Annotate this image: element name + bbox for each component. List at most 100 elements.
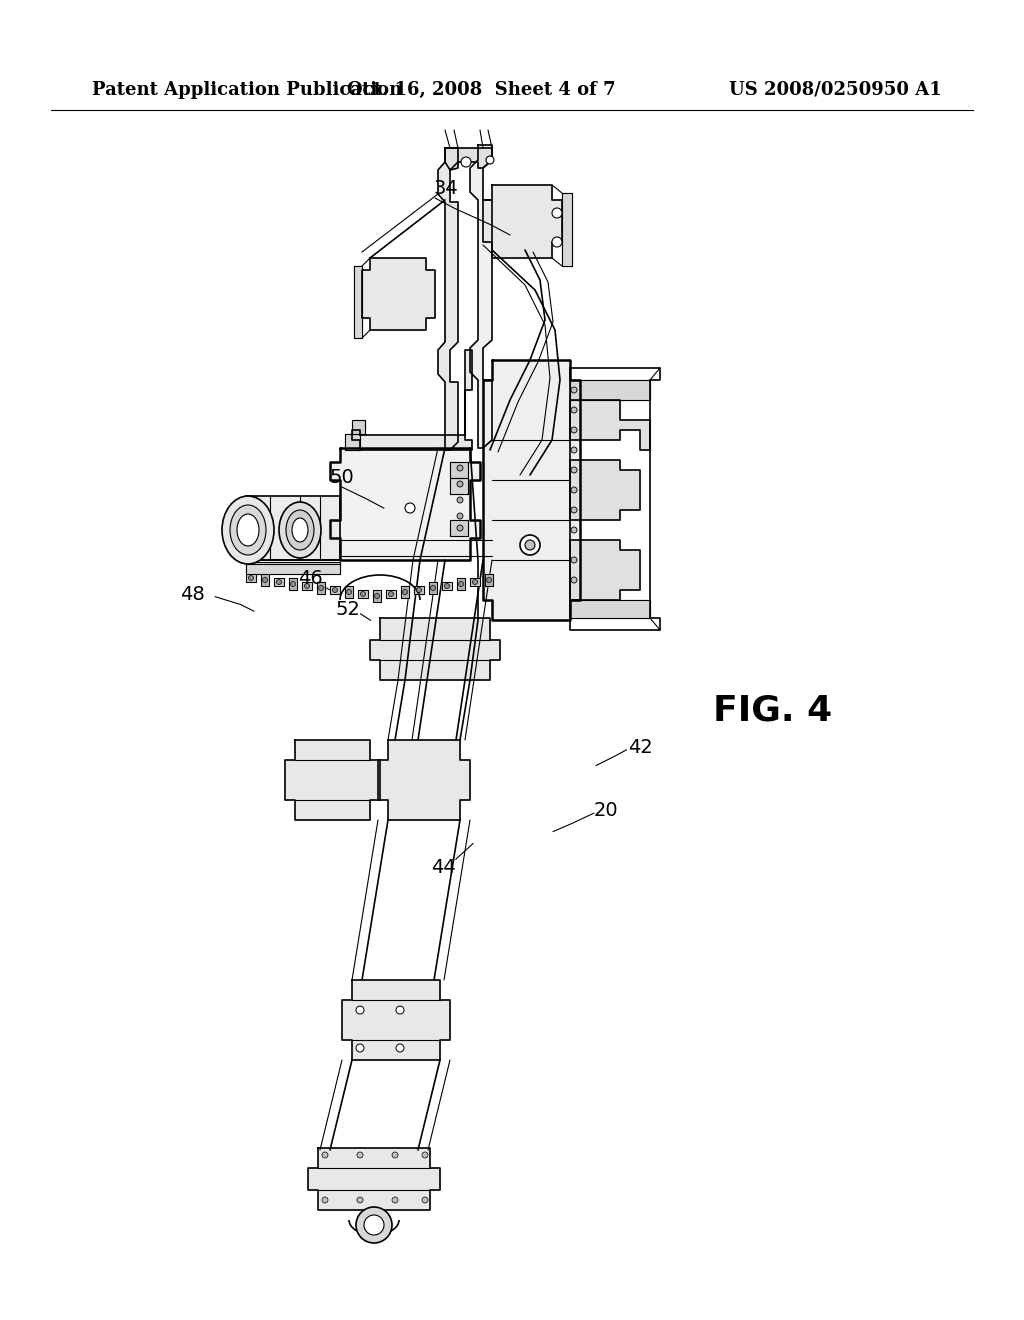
Circle shape	[571, 507, 577, 513]
Circle shape	[459, 582, 464, 586]
Circle shape	[457, 525, 463, 531]
Circle shape	[457, 513, 463, 519]
Circle shape	[304, 583, 309, 589]
Polygon shape	[378, 741, 470, 820]
Text: US 2008/0250950 A1: US 2008/0250950 A1	[729, 81, 942, 99]
Polygon shape	[274, 578, 284, 586]
Polygon shape	[358, 590, 368, 598]
Circle shape	[396, 1044, 404, 1052]
Polygon shape	[386, 590, 396, 598]
Circle shape	[249, 576, 254, 581]
Text: 48: 48	[180, 585, 205, 603]
Polygon shape	[570, 459, 640, 520]
Ellipse shape	[279, 502, 321, 558]
Polygon shape	[414, 586, 424, 594]
Text: 42: 42	[628, 738, 652, 756]
Circle shape	[417, 587, 422, 593]
Circle shape	[356, 1006, 364, 1014]
Circle shape	[571, 467, 577, 473]
Circle shape	[402, 590, 408, 594]
Circle shape	[322, 1197, 328, 1203]
Polygon shape	[450, 520, 468, 536]
Polygon shape	[342, 979, 450, 1060]
Circle shape	[422, 1197, 428, 1203]
Circle shape	[552, 238, 562, 247]
Circle shape	[356, 1044, 364, 1052]
Text: Patent Application Publication: Patent Application Publication	[92, 81, 402, 99]
Circle shape	[318, 586, 324, 590]
Text: 52: 52	[336, 601, 360, 619]
Ellipse shape	[222, 496, 274, 564]
Text: 44: 44	[431, 858, 456, 876]
Circle shape	[375, 594, 380, 598]
Polygon shape	[246, 562, 340, 574]
Polygon shape	[570, 601, 650, 618]
Ellipse shape	[230, 506, 266, 554]
Polygon shape	[438, 148, 458, 450]
Circle shape	[457, 480, 463, 487]
Polygon shape	[362, 257, 435, 330]
Circle shape	[571, 407, 577, 413]
Circle shape	[520, 535, 540, 554]
Circle shape	[392, 1152, 398, 1158]
Circle shape	[486, 578, 492, 582]
Circle shape	[571, 577, 577, 583]
Circle shape	[276, 579, 282, 585]
Polygon shape	[483, 360, 580, 620]
Circle shape	[444, 583, 450, 589]
Ellipse shape	[237, 513, 259, 546]
Text: Oct. 16, 2008  Sheet 4 of 7: Oct. 16, 2008 Sheet 4 of 7	[347, 81, 615, 99]
Polygon shape	[285, 741, 380, 820]
Polygon shape	[450, 462, 468, 478]
Circle shape	[571, 487, 577, 492]
Circle shape	[333, 587, 338, 593]
Polygon shape	[330, 586, 340, 594]
Polygon shape	[570, 400, 650, 450]
Circle shape	[486, 156, 494, 164]
Circle shape	[457, 498, 463, 503]
Circle shape	[571, 557, 577, 564]
Polygon shape	[330, 447, 480, 560]
Polygon shape	[246, 496, 340, 560]
Circle shape	[461, 157, 471, 168]
Polygon shape	[470, 145, 492, 447]
Circle shape	[571, 426, 577, 433]
Ellipse shape	[286, 510, 314, 550]
Polygon shape	[483, 185, 562, 257]
Polygon shape	[429, 582, 437, 594]
Circle shape	[322, 1152, 328, 1158]
Polygon shape	[352, 420, 365, 434]
Polygon shape	[317, 582, 325, 594]
Polygon shape	[401, 586, 409, 598]
Circle shape	[472, 579, 477, 585]
Text: 34: 34	[433, 180, 458, 198]
Polygon shape	[450, 478, 468, 494]
Polygon shape	[457, 578, 465, 590]
Polygon shape	[570, 380, 650, 400]
Circle shape	[357, 1152, 362, 1158]
Polygon shape	[289, 578, 297, 590]
Circle shape	[430, 586, 435, 590]
Circle shape	[364, 1214, 384, 1236]
Polygon shape	[373, 590, 381, 602]
Polygon shape	[345, 434, 360, 450]
Polygon shape	[261, 574, 269, 586]
Circle shape	[388, 591, 393, 597]
Circle shape	[360, 591, 366, 597]
Circle shape	[291, 582, 296, 586]
Circle shape	[457, 465, 463, 471]
Polygon shape	[370, 618, 500, 680]
Circle shape	[406, 503, 415, 513]
Circle shape	[525, 540, 535, 550]
Polygon shape	[246, 574, 256, 582]
Ellipse shape	[292, 517, 308, 543]
Polygon shape	[354, 267, 362, 338]
Circle shape	[357, 1197, 362, 1203]
Polygon shape	[308, 1148, 440, 1210]
Circle shape	[262, 578, 267, 582]
Circle shape	[571, 387, 577, 393]
Text: 20: 20	[594, 801, 618, 820]
Polygon shape	[352, 350, 472, 450]
Circle shape	[346, 590, 351, 594]
Polygon shape	[470, 578, 480, 586]
